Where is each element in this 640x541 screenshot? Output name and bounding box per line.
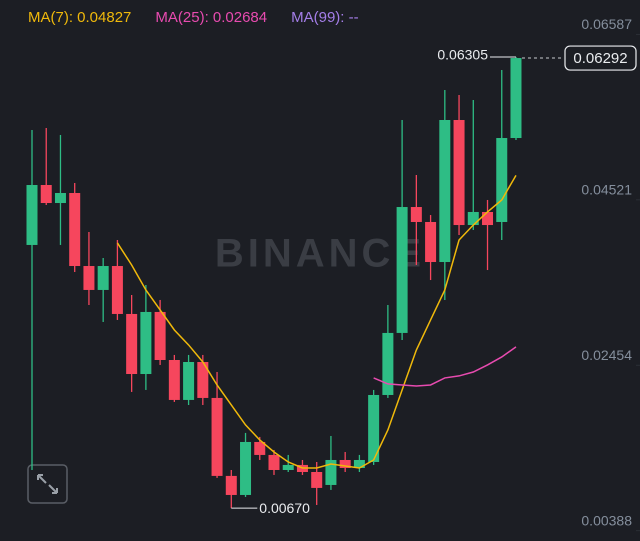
y-tick-label: 0.02454 — [581, 347, 632, 363]
candle-body — [382, 332, 394, 395]
candle-body — [69, 193, 81, 267]
last-price-box — [564, 45, 637, 71]
candle-body — [439, 119, 451, 263]
expand-button[interactable] — [27, 464, 68, 504]
y-tick-label: 0.04521 — [581, 182, 632, 198]
candle-body — [254, 441, 266, 455]
candle-body — [97, 266, 109, 290]
candle-body — [396, 207, 408, 333]
candle-body — [83, 266, 95, 290]
y-tick-label: 0.00388 — [581, 512, 632, 528]
candle-body — [54, 193, 66, 204]
watermark: BINANCE — [215, 232, 425, 276]
high-marker-label: 0.06305 — [437, 47, 488, 63]
candle-body — [482, 211, 494, 226]
candle-body — [325, 459, 337, 485]
last-price-label: 0.06292 — [573, 50, 627, 67]
candle-body — [510, 58, 522, 139]
candle-body — [211, 397, 223, 476]
expand-box[interactable] — [27, 464, 68, 504]
candle-body — [111, 266, 123, 314]
ma-line — [116, 174, 517, 469]
candle-body — [40, 185, 52, 204]
candle-body — [339, 459, 351, 468]
legend: MA(7): 0.04827 MA(25): 0.02684 MA(99): -- — [28, 9, 359, 26]
candle-body — [467, 211, 479, 226]
candle-body — [410, 207, 422, 222]
candle-body — [154, 311, 166, 360]
candle-body — [26, 185, 38, 245]
candle-body — [496, 138, 508, 222]
ma-line — [373, 346, 517, 387]
legend-entry: MA(99): -- — [291, 9, 359, 26]
y-tick-label: 0.06587 — [581, 16, 632, 32]
candle-body — [453, 119, 465, 226]
expand-icon — [37, 474, 58, 494]
candle-body — [368, 394, 380, 462]
low-marker-label: 0.00670 — [259, 500, 310, 516]
candle-body — [183, 362, 195, 400]
candle-body — [168, 359, 180, 400]
candle-body — [282, 464, 294, 470]
legend-entry: MA(25): 0.02684 — [155, 9, 267, 26]
candle-body — [126, 313, 138, 375]
candle-body — [240, 441, 252, 495]
candle-body — [353, 459, 365, 468]
legend-entry: MA(7): 0.04827 — [28, 9, 131, 26]
candle-body — [268, 454, 280, 470]
candle-body — [140, 311, 152, 375]
candle-body — [425, 221, 437, 263]
candle-body — [311, 471, 323, 488]
candle-body — [225, 475, 237, 495]
candle-body — [197, 362, 209, 398]
